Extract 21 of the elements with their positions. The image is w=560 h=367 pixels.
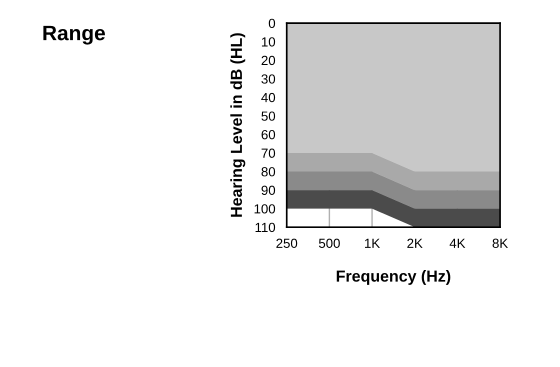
y-tick-label: 20 [262, 56, 276, 66]
x-tick-label: 4K [450, 238, 466, 248]
y-tick-label: 90 [262, 186, 276, 195]
x-tick-label: 2K [407, 238, 423, 248]
y-axis-title: Hearing Level in dB (HL) [230, 33, 246, 217]
y-tick-label: 80 [262, 167, 276, 176]
y-tick-label: 0 [268, 18, 276, 28]
y-tick-label: 30 [261, 74, 276, 84]
text: Range [43, 26, 105, 45]
x-axis-title: Frequency (Hz) [336, 270, 450, 285]
y-tick-label: 60 [262, 130, 276, 140]
y-tick-label: 10 [262, 37, 276, 47]
y-tick-label: 100 [254, 204, 276, 214]
x-tick-label: 8K [492, 238, 508, 248]
x-tick-label: 250 [276, 238, 298, 248]
y-tick-label: 110 [256, 222, 276, 232]
y-tick-label: 40 [261, 92, 276, 102]
x-tick-label: 1K [365, 238, 380, 248]
y-tick-label: 70 [262, 148, 276, 158]
x-tick-label: 500 [318, 238, 340, 248]
y-tick-label: 50 [261, 111, 276, 121]
